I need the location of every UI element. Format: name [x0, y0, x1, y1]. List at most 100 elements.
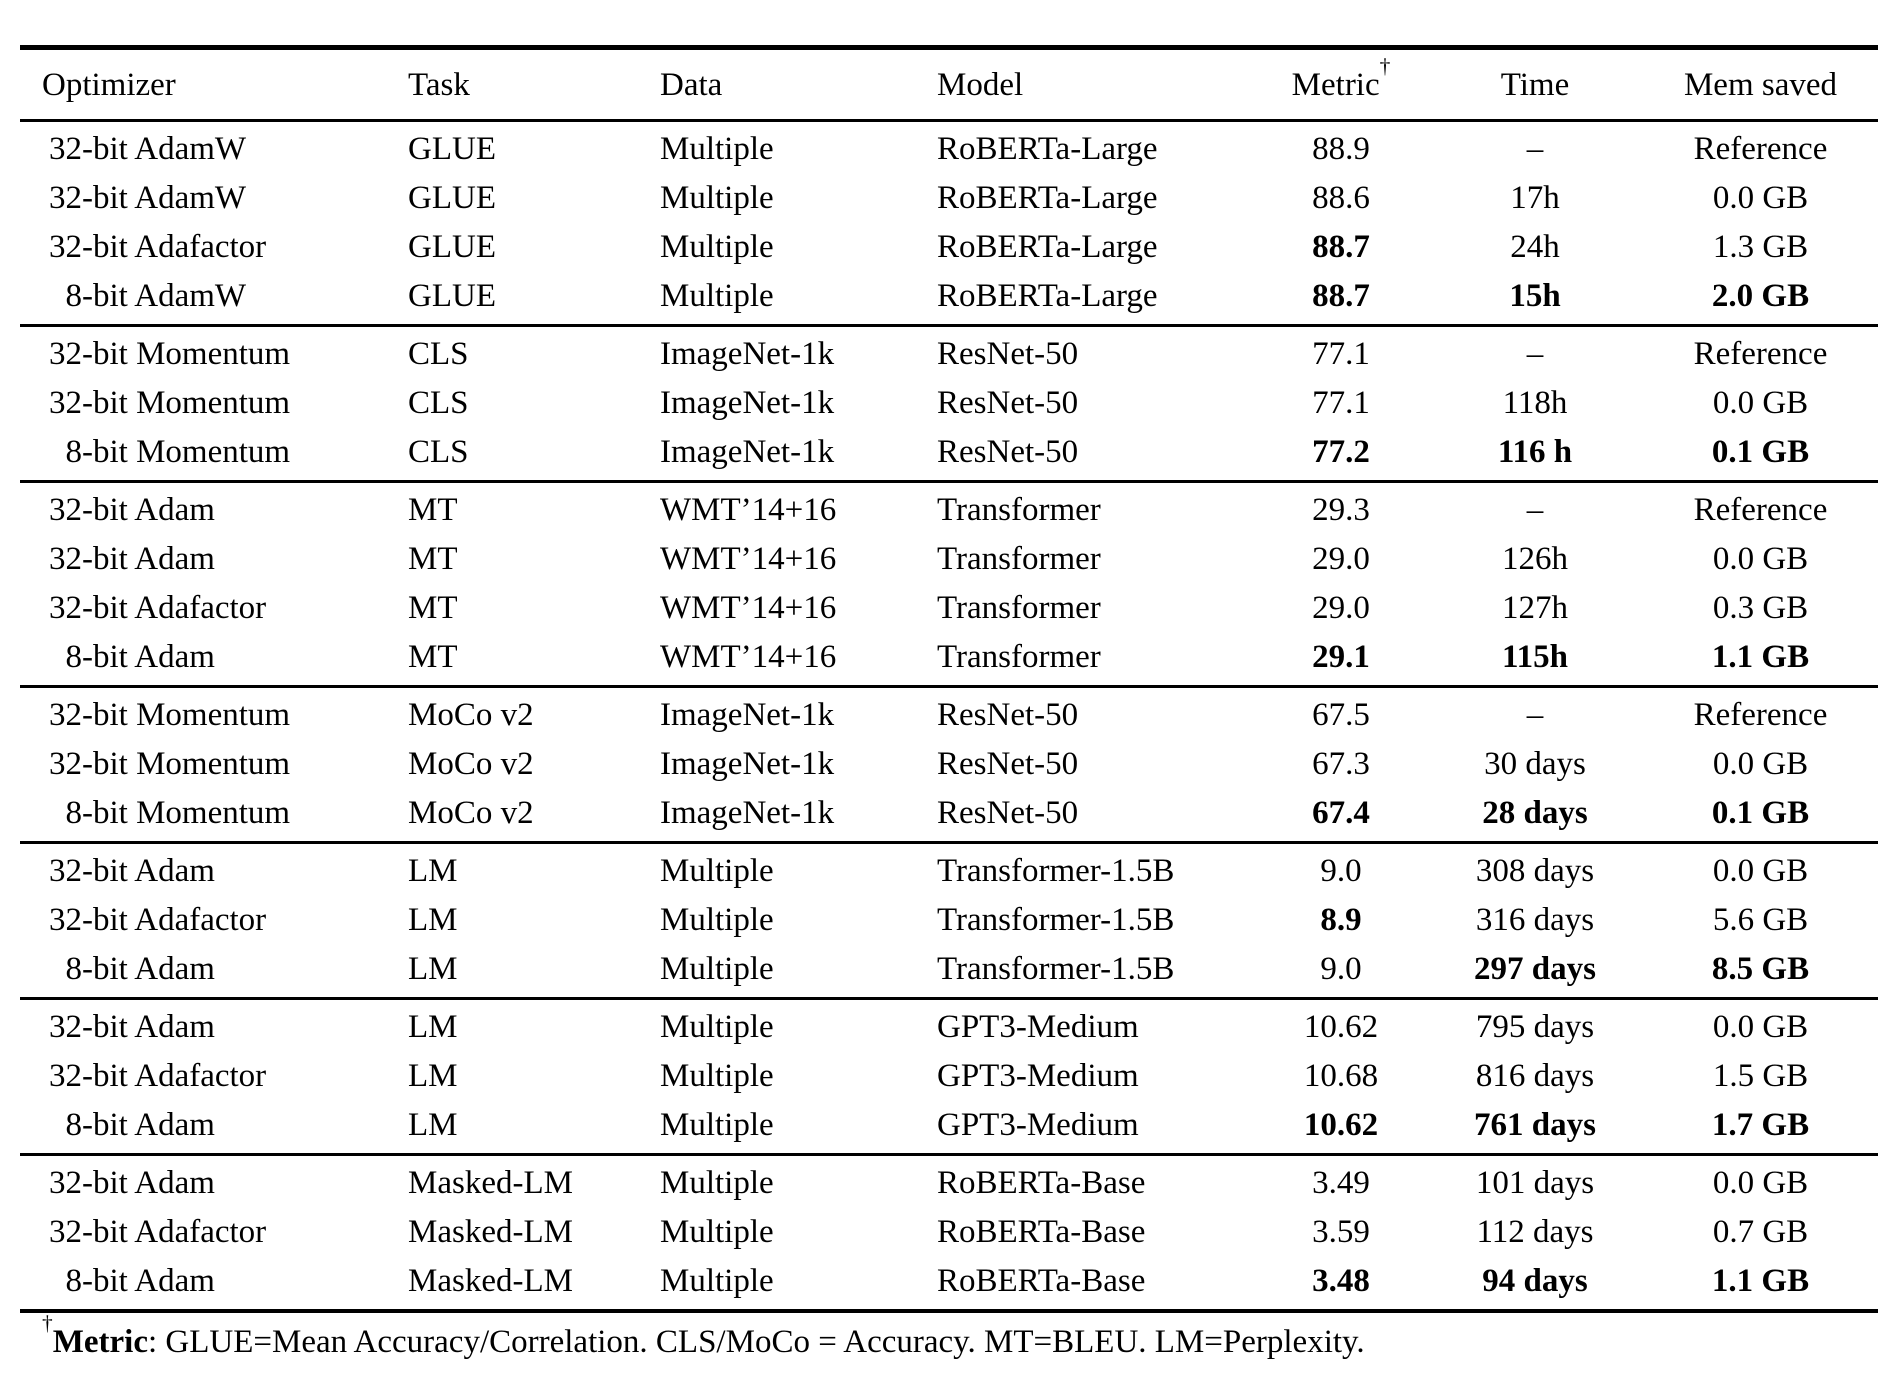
table-row: 8-bit Adam Masked-LM Multiple RoBERTa-Base 3… [20, 1257, 1878, 1311]
table-cell: Transformer [937, 639, 1101, 675]
table-cell: 0.0 GB [1712, 541, 1809, 577]
optimizer-bits: 8 [65, 1107, 83, 1143]
table-row: 32-bit Adam MT WMT’14+16 Transformer 29.0 126… [20, 535, 1878, 584]
table-cell: 32-bit AdamW [20, 174, 408, 223]
table-cell: CLS [408, 434, 469, 470]
dagger-superscript: † [1379, 54, 1391, 79]
column-header-label: Task [408, 67, 470, 103]
table-cell: GLUE [408, 278, 496, 314]
table-cell: 3.59 [1312, 1214, 1370, 1250]
column-header-metric: Metric† [1255, 47, 1427, 122]
metric-footnote: †Metric: GLUE=Mean Accuracy/Correlation.… [20, 1313, 1878, 1363]
table-cell: Multiple [660, 1009, 774, 1045]
table-cell: 8-bit Adam [20, 1257, 408, 1311]
table-cell: 0.0 GB [1712, 385, 1809, 421]
table-cell: 88.7 [1312, 278, 1370, 314]
table-cell: 32-bit Adam [20, 535, 408, 584]
table-row: 32-bit Adafactor Masked-LM Multiple RoBERTa… [20, 1208, 1878, 1257]
table-cell: LM [408, 853, 458, 889]
table-cell: 24h [1510, 229, 1560, 265]
table-group: 32-bit Adam LM Multiple Transformer-1.5B 9.0… [20, 842, 1878, 999]
table-cell: 9.0 [1320, 951, 1362, 987]
table-cell: Masked-LM [408, 1214, 573, 1250]
table-row: 32-bit AdamW GLUE Multiple RoBERTa-Large 88.… [20, 174, 1878, 223]
table-cell: LM [408, 951, 458, 987]
table-cell: ResNet-50 [937, 385, 1079, 421]
table-row: 32-bit Adam Masked-LM Multiple RoBERTa-Base… [20, 1155, 1878, 1209]
table-cell: 5.6 GB [1712, 902, 1809, 938]
table-cell: 8-bit Momentum [20, 428, 408, 482]
table-cell: 10.62 [1303, 1107, 1379, 1143]
table-cell: MT [408, 639, 458, 675]
table-cell: LM [408, 1058, 458, 1094]
table-cell: 28 days [1482, 795, 1588, 831]
table-cell: 308 days [1475, 853, 1595, 889]
table-cell: Reference [1693, 131, 1828, 167]
table-cell: WMT’14+16 [660, 590, 837, 626]
table-cell: Multiple [660, 1058, 774, 1094]
table-row: 8-bit Adam MT WMT’14+16 Transformer 29.1 115h… [20, 633, 1878, 687]
table-cell: 10.62 [1303, 1009, 1379, 1045]
column-header-label: Mem saved [1683, 67, 1838, 103]
table-cell: 29.0 [1312, 541, 1370, 577]
table-cell: 2.0 GB [1711, 278, 1810, 314]
column-header-time: Time [1427, 47, 1643, 122]
table-cell: 9.0 [1320, 853, 1362, 889]
table-cell: Multiple [660, 131, 774, 167]
dagger-icon: † [42, 1311, 53, 1336]
table-cell: GPT3-Medium [937, 1009, 1139, 1045]
table-cell: 32-bit AdamW [20, 121, 408, 175]
table-cell: Multiple [660, 1263, 774, 1299]
table-cell: Reference [1693, 492, 1828, 528]
table-cell: RoBERTa-Large [937, 278, 1158, 314]
table-cell: GPT3-Medium [937, 1107, 1139, 1143]
optimizer-bits: 32 [49, 1214, 82, 1250]
table-row: 8-bit AdamW GLUE Multiple RoBERTa-Large 88.7… [20, 272, 1878, 326]
optimizer-bits: 32 [49, 902, 82, 938]
table-cell: 77.1 [1312, 385, 1370, 421]
table-cell: 0.0 GB [1712, 853, 1809, 889]
table-header-row: Optimizer Task Data Model Metric† Time M… [20, 47, 1878, 122]
optimizer-bits: 8 [65, 1263, 83, 1299]
table-cell: MoCo v2 [408, 746, 534, 782]
table-cell: 32-bit Momentum [20, 740, 408, 789]
table-cell: 1.5 GB [1712, 1058, 1809, 1094]
table-cell: LM [408, 1009, 458, 1045]
table-row: 32-bit Adafactor LM Multiple GPT3-Medium 10.… [20, 1052, 1878, 1101]
table-cell: 10.68 [1303, 1058, 1379, 1094]
table-cell: 297 days [1474, 951, 1596, 987]
table-cell: GPT3-Medium [937, 1058, 1139, 1094]
optimizer-bits: 32 [49, 697, 82, 733]
table-row: 8-bit Momentum MoCo v2 ImageNet-1k ResNet-5… [20, 789, 1878, 843]
table-cell: RoBERTa-Large [937, 229, 1158, 265]
table-group: 32-bit Momentum MoCo v2 ImageNet-1k ResNet-… [20, 686, 1878, 843]
table-row: 32-bit Momentum CLS ImageNet-1k ResNet-50 77… [20, 379, 1878, 428]
optimizer-bits: 32 [49, 492, 82, 528]
table-cell: RoBERTa-Base [937, 1165, 1146, 1201]
table-cell: 126h [1502, 541, 1568, 577]
optimizer-bits: 32 [49, 229, 82, 265]
table-cell: Multiple [660, 229, 774, 265]
optimizer-bits: 8 [65, 434, 83, 470]
optimizer-bits: 32 [49, 853, 82, 889]
table-cell: 29.3 [1312, 492, 1370, 528]
table-cell: 32-bit Adam [20, 999, 408, 1053]
table-cell: 0.7 GB [1712, 1214, 1809, 1250]
optimizer-bits: 32 [49, 385, 82, 421]
table-row: 32-bit AdamW GLUE Multiple RoBERTa-Large 88.… [20, 121, 1878, 175]
optimizer-bits: 32 [49, 131, 82, 167]
table-cell: 1.1 GB [1711, 1263, 1810, 1299]
column-header-optimizer: Optimizer [20, 47, 408, 122]
table-cell: GLUE [408, 229, 496, 265]
table-cell: 30 days [1484, 746, 1586, 782]
table-cell: 77.2 [1312, 434, 1370, 470]
table-cell: Multiple [660, 902, 774, 938]
table-cell: 17h [1510, 180, 1560, 216]
table-cell: 88.9 [1312, 131, 1370, 167]
table-cell: Transformer-1.5B [937, 853, 1175, 889]
table-cell: ResNet-50 [937, 697, 1079, 733]
table-cell: Transformer [937, 590, 1101, 626]
table-cell: 0.0 GB [1712, 1009, 1809, 1045]
column-header-mem-saved: Mem saved [1643, 47, 1878, 122]
table-cell: Multiple [660, 180, 774, 216]
